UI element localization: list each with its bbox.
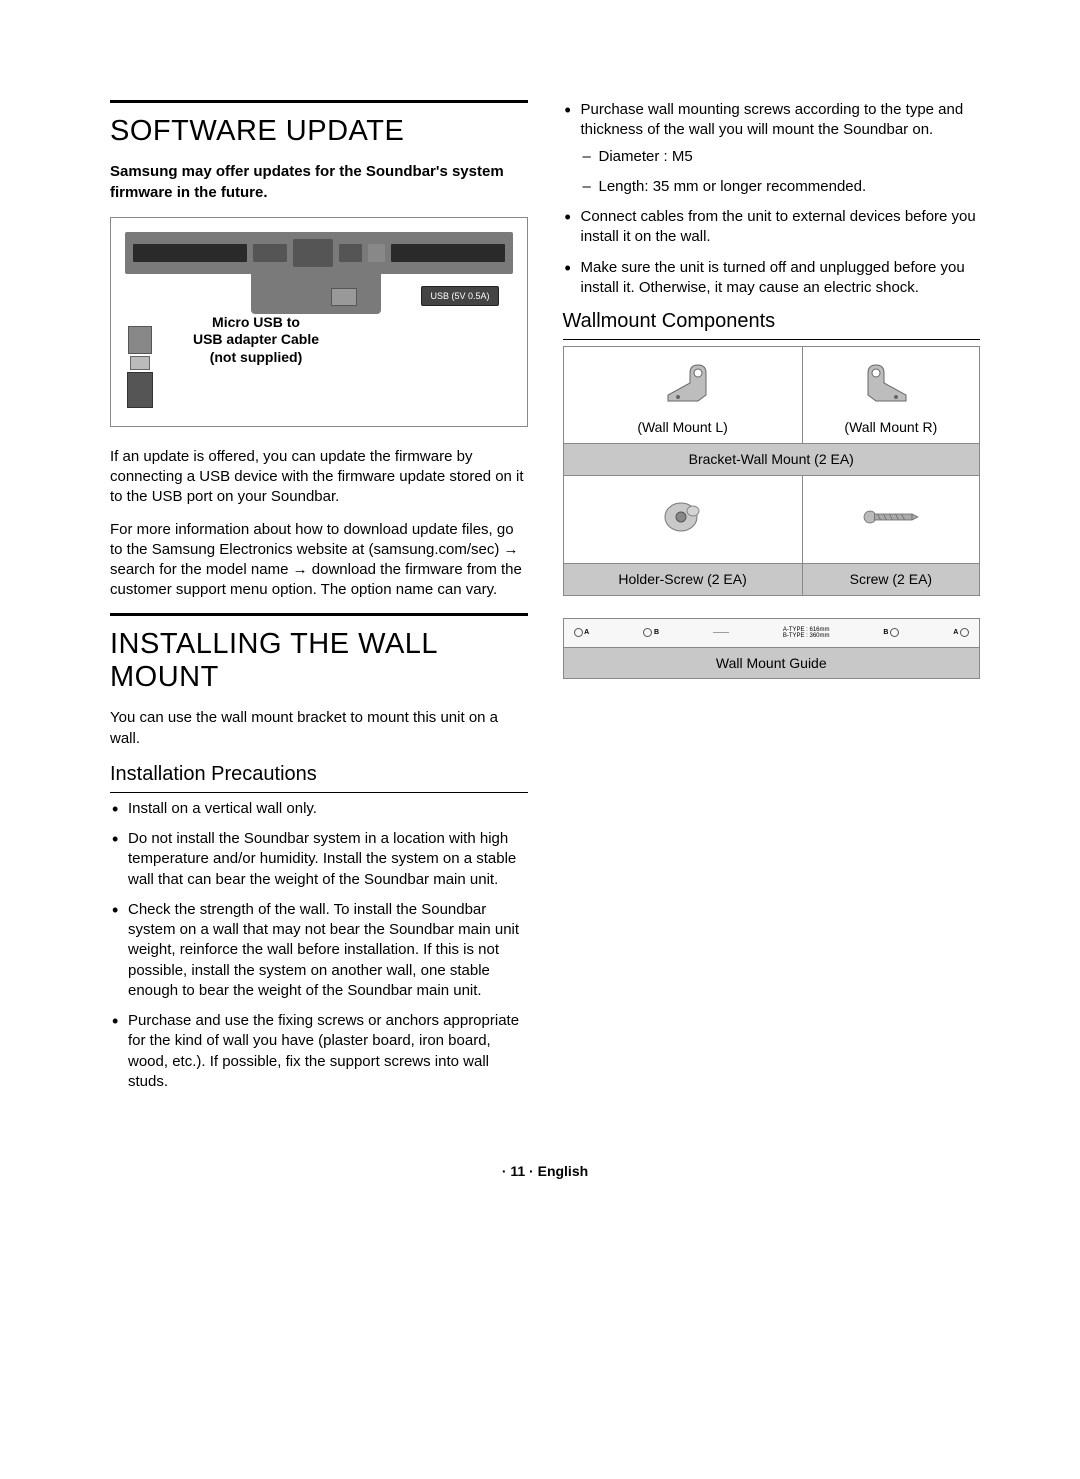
- bullet-cables: Connect cables from the unit to external…: [581, 207, 981, 248]
- software-update-p1: If an update is offered, you can update …: [110, 447, 528, 508]
- usb-stick-icon: [125, 326, 155, 416]
- heading-precautions: Installation Precautions: [110, 761, 528, 793]
- components-table: (Wall Mount L) (Wall Mount R) Bracket-Wa…: [563, 346, 981, 596]
- cell-mount-r-img: (Wall Mount R): [802, 347, 979, 444]
- wall-mount-r-icon: [856, 353, 926, 413]
- wall-mount-guide-strip: A B -------- A-TYPE : 616mm B-TYPE : 360…: [563, 618, 981, 648]
- cell-holder-img: [563, 475, 802, 563]
- soundbar-body: [125, 232, 513, 274]
- cell-screw-img: [802, 475, 979, 563]
- usb-port-label: USB (5V 0.5A): [421, 286, 498, 306]
- holder-screw-icon: [653, 497, 713, 537]
- wall-mount-intro: You can use the wall mount bracket to mo…: [110, 708, 528, 749]
- screw-label: Screw (2 EA): [802, 563, 979, 595]
- bullet-power: Make sure the unit is turned off and unp…: [581, 258, 981, 299]
- precaution-item: Install on a vertical wall only.: [128, 799, 528, 819]
- page-footer: · 11 · English: [110, 1162, 980, 1181]
- wall-mount-l-icon: [648, 353, 718, 413]
- precaution-item: Check the strength of the wall. To insta…: [128, 900, 528, 1001]
- precaution-item: Purchase and use the fixing screws or an…: [128, 1011, 528, 1092]
- figure-soundbar-usb: USB (5V 0.5A) Micro USB to USB adapter C…: [110, 217, 528, 427]
- spec-diameter: Diameter : M5: [599, 147, 981, 167]
- bullet-screws: Purchase wall mounting screws according …: [581, 100, 981, 197]
- bracket-label: Bracket-Wall Mount (2 EA): [563, 443, 980, 475]
- software-update-p2: For more information about how to downlo…: [110, 520, 528, 601]
- wall-mount-guide-label: Wall Mount Guide: [563, 648, 981, 680]
- usb-cable-caption: Micro USB to USB adapter Cable (not supp…: [171, 314, 341, 367]
- heading-wall-mount: INSTALLING THE WALL MOUNT: [110, 613, 528, 695]
- cell-mount-l-img: (Wall Mount L): [563, 347, 802, 444]
- heading-software-update: SOFTWARE UPDATE: [110, 100, 528, 148]
- heading-components: Wallmount Components: [563, 308, 981, 340]
- spec-length: Length: 35 mm or longer recommended.: [599, 177, 981, 197]
- software-intro: Samsung may offer updates for the Soundb…: [110, 162, 528, 203]
- screw-icon: [861, 497, 921, 537]
- right-top-bullets: Purchase wall mounting screws according …: [563, 100, 981, 298]
- holder-label: Holder-Screw (2 EA): [563, 563, 802, 595]
- precaution-item: Do not install the Soundbar system in a …: [128, 829, 528, 890]
- precautions-list: Install on a vertical wall only. Do not …: [110, 799, 528, 1092]
